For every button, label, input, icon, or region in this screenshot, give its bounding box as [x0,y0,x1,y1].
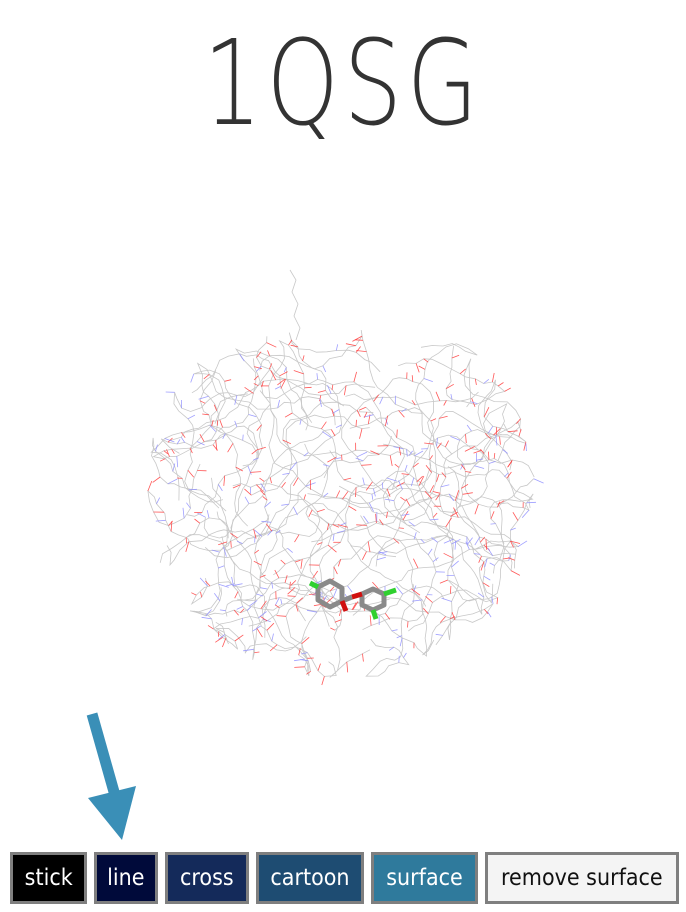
stick-button[interactable]: stick [10,852,87,904]
molecule-canvas[interactable] [0,170,686,810]
remove-surface-button[interactable]: remove surface [485,852,679,904]
page-title: 1QSG [203,14,483,152]
cartoon-button[interactable]: cartoon [256,852,364,904]
surface-button[interactable]: surface [371,852,478,904]
style-toolbar: stick line cross cartoon surface remove … [10,852,679,904]
ligand-sticks [308,578,397,620]
line-button[interactable]: line [94,852,158,904]
protein-wireframe [147,269,544,686]
molecule-viewer[interactable] [0,170,686,810]
down-arrow-icon [86,712,136,840]
cross-button[interactable]: cross [165,852,249,904]
